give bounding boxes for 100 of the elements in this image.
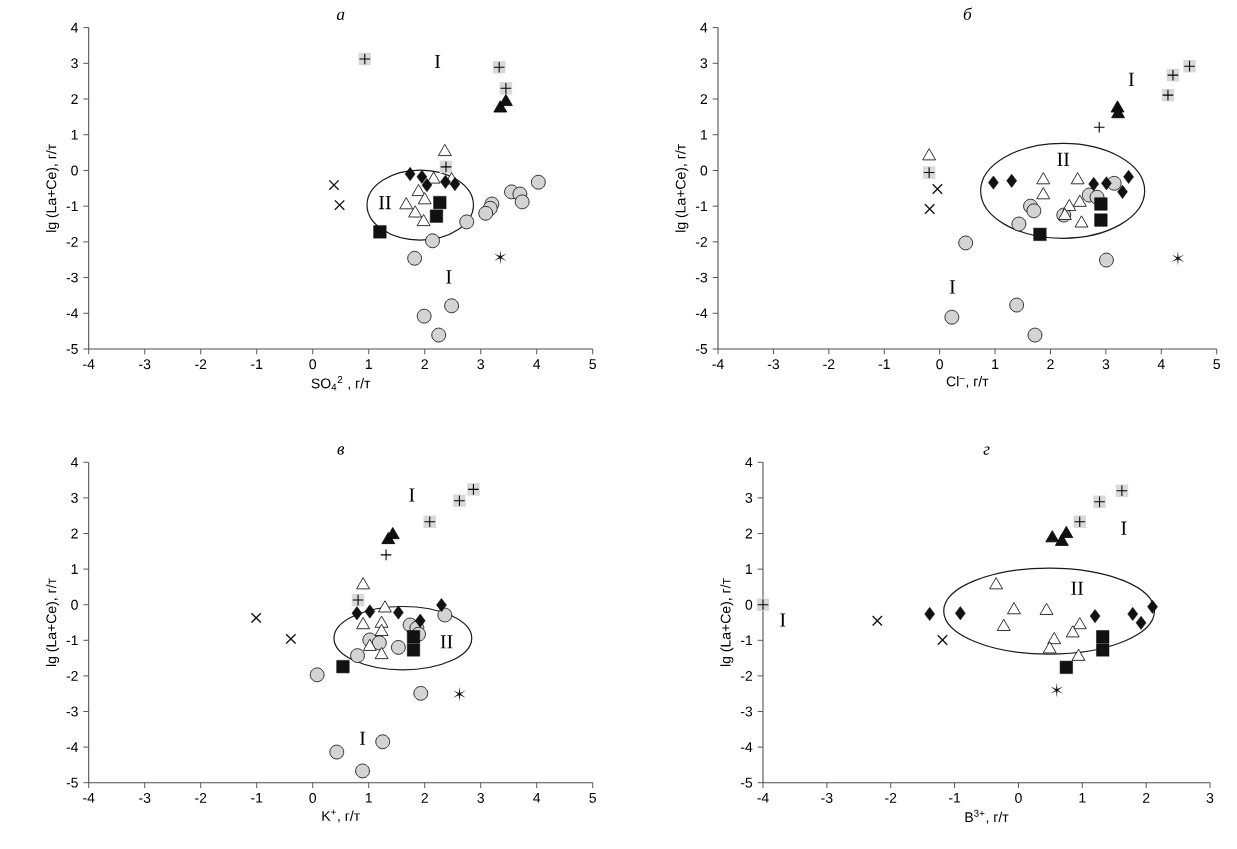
point (426, 171, 441, 184)
point (499, 94, 513, 107)
point (356, 577, 370, 590)
y-tick-label: -4 (66, 308, 79, 319)
point (431, 327, 447, 343)
y-tick-label: 2 (71, 528, 78, 539)
x-tick-label: -4 (83, 359, 95, 369)
point (364, 604, 376, 619)
x-tick-label: 1 (365, 359, 372, 369)
x-tick-label: 3 (477, 359, 484, 370)
y-axis-title: lg (La+Ce), г/т (46, 578, 60, 667)
x-tick-label: 1 (365, 792, 372, 803)
point (944, 309, 960, 325)
x-tick-label: -3 (139, 359, 151, 370)
point (351, 606, 363, 621)
point (355, 763, 370, 779)
chart-title: в (337, 446, 345, 455)
point (924, 607, 935, 621)
annotation: II (1071, 581, 1084, 595)
y-tick-label: 4 (700, 22, 708, 33)
x-tick-label: -3 (139, 792, 151, 803)
y-tick-label: -1 (740, 635, 753, 646)
point (425, 233, 440, 249)
y-tick-label: -5 (66, 344, 78, 354)
x-tick-label: 0 (1015, 792, 1022, 803)
x-tick-label: 1 (992, 359, 999, 369)
point (932, 183, 943, 195)
y-tick-label: -4 (740, 742, 753, 752)
x-tick-label: 3 (477, 792, 484, 803)
x-tick-label: 3 (1206, 792, 1214, 803)
point (408, 205, 423, 218)
point (1009, 297, 1025, 313)
point (1027, 327, 1043, 343)
y-tick-label: -1 (695, 201, 708, 211)
point (514, 194, 530, 210)
y-tick-label: 2 (745, 528, 753, 539)
annotation: I (434, 54, 441, 69)
y-tick-label: -1 (66, 635, 78, 646)
y-tick-label: -3 (66, 706, 78, 717)
x-axis-title: Cl$^{–}$, г/т (946, 376, 989, 389)
annotation: II (1057, 152, 1070, 166)
x-tick-label: -2 (823, 359, 835, 370)
point (407, 250, 422, 266)
point (362, 638, 377, 651)
x-tick-label: -1 (878, 359, 890, 369)
point (411, 184, 426, 196)
y-tick-label: -2 (695, 236, 708, 247)
point (924, 203, 936, 215)
x-tick-label: 5 (589, 792, 597, 803)
annotation: I (1121, 521, 1127, 535)
y-tick-label: 3 (745, 492, 753, 503)
y-tick-label: 4 (70, 22, 79, 33)
point (988, 175, 999, 190)
x-tick-label: 3 (1102, 359, 1110, 370)
y-axis-title: lg (La+Ce), г/т (675, 144, 689, 232)
point (1039, 602, 1054, 615)
point (440, 174, 451, 189)
point (433, 196, 447, 210)
point (378, 600, 392, 613)
point (374, 623, 389, 636)
x-tick-label: 1 (1079, 792, 1086, 803)
point (399, 197, 414, 210)
point (393, 605, 404, 620)
x-tick-label: -2 (195, 359, 207, 370)
y-tick-label: 4 (745, 457, 753, 468)
point (1135, 615, 1147, 630)
point (250, 612, 262, 624)
point (1096, 630, 1110, 644)
point (1047, 632, 1062, 645)
x-tick-label: 2 (421, 359, 428, 370)
x-tick-label: -4 (712, 359, 724, 369)
x-tick-label: 0 (309, 792, 317, 803)
point (406, 643, 421, 657)
point (1089, 609, 1101, 624)
y-tick-label: 3 (71, 58, 78, 69)
chart-title: б (963, 7, 973, 20)
y-axis-title: lg (La+Ce), г/т (46, 144, 60, 232)
point (1096, 643, 1110, 657)
point (328, 179, 340, 191)
y-tick-label: 0 (71, 599, 78, 610)
point (350, 648, 365, 663)
x-tick-label: -1 (251, 359, 263, 369)
y-axis-title: lg (La+Ce), г/т (720, 578, 734, 667)
point (417, 192, 432, 205)
annotation: II (379, 196, 391, 210)
annotation: I (446, 270, 452, 284)
point (1045, 530, 1060, 543)
y-tick-label: -4 (695, 308, 708, 319)
point (989, 577, 1003, 590)
point (436, 598, 447, 612)
point (1101, 176, 1112, 191)
y-tick-label: -3 (66, 272, 78, 283)
point (444, 298, 459, 314)
x-tick-label: 0 (936, 359, 943, 370)
y-tick-label: -2 (66, 671, 78, 681)
point (373, 225, 387, 239)
x-tick-label: 2 (421, 792, 428, 803)
point (1127, 607, 1139, 621)
y-tick-label: -1 (66, 201, 78, 211)
point (414, 613, 426, 628)
